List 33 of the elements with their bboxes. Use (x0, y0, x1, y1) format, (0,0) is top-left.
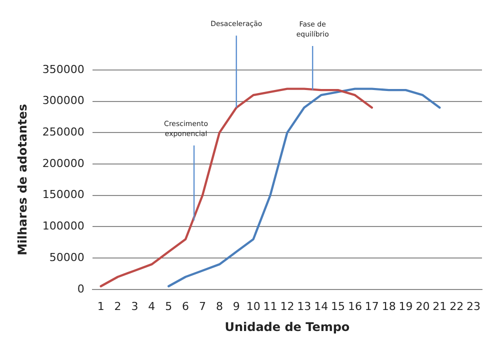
y-tick-label: 350000 (42, 62, 84, 76)
y-tick-label: 100000 (42, 220, 84, 233)
y-tick-label: 150000 (42, 188, 84, 202)
x-tick-label: 8 (216, 300, 223, 313)
x-tick-label: 7 (199, 300, 206, 313)
x-tick-label: 16 (348, 300, 362, 313)
y-tick-label: 200000 (42, 156, 84, 170)
y-tick-label: 0 (77, 282, 84, 296)
x-tick-label: 5 (165, 300, 172, 313)
x-tick-label: 4 (148, 300, 156, 313)
x-tick-label: 2 (114, 300, 122, 313)
x-tick-label: 14 (314, 300, 328, 313)
y-tick-label: 50000 (49, 250, 84, 264)
y-tick-label: 300000 (42, 94, 84, 108)
x-tick-label: 11 (263, 300, 278, 313)
x-tick-label: 13 (297, 300, 312, 313)
x-tick-label: 10 (246, 300, 260, 313)
x-tick-label: 12 (280, 300, 294, 313)
x-tick-label: 22 (450, 300, 464, 313)
x-tick-label: 1 (97, 300, 104, 313)
x-tick-label: 17 (364, 300, 379, 313)
x-axis-title: Unidade de Tempo (224, 320, 350, 334)
x-tick-label: 19 (398, 300, 413, 313)
x-tick-label: 23 (466, 300, 481, 313)
x-tick-label: 3 (131, 300, 138, 313)
x-tick-label: 15 (331, 300, 346, 313)
y-tick-label: 250000 (42, 126, 84, 139)
y-axis-title: Milhares de adotantes (15, 104, 30, 256)
x-tick-label: 21 (432, 300, 447, 313)
x-tick-label: 6 (182, 300, 190, 313)
x-tick-label: 20 (416, 300, 430, 313)
x-tick-label: 9 (232, 300, 240, 313)
x-tick-label: 18 (382, 300, 396, 313)
